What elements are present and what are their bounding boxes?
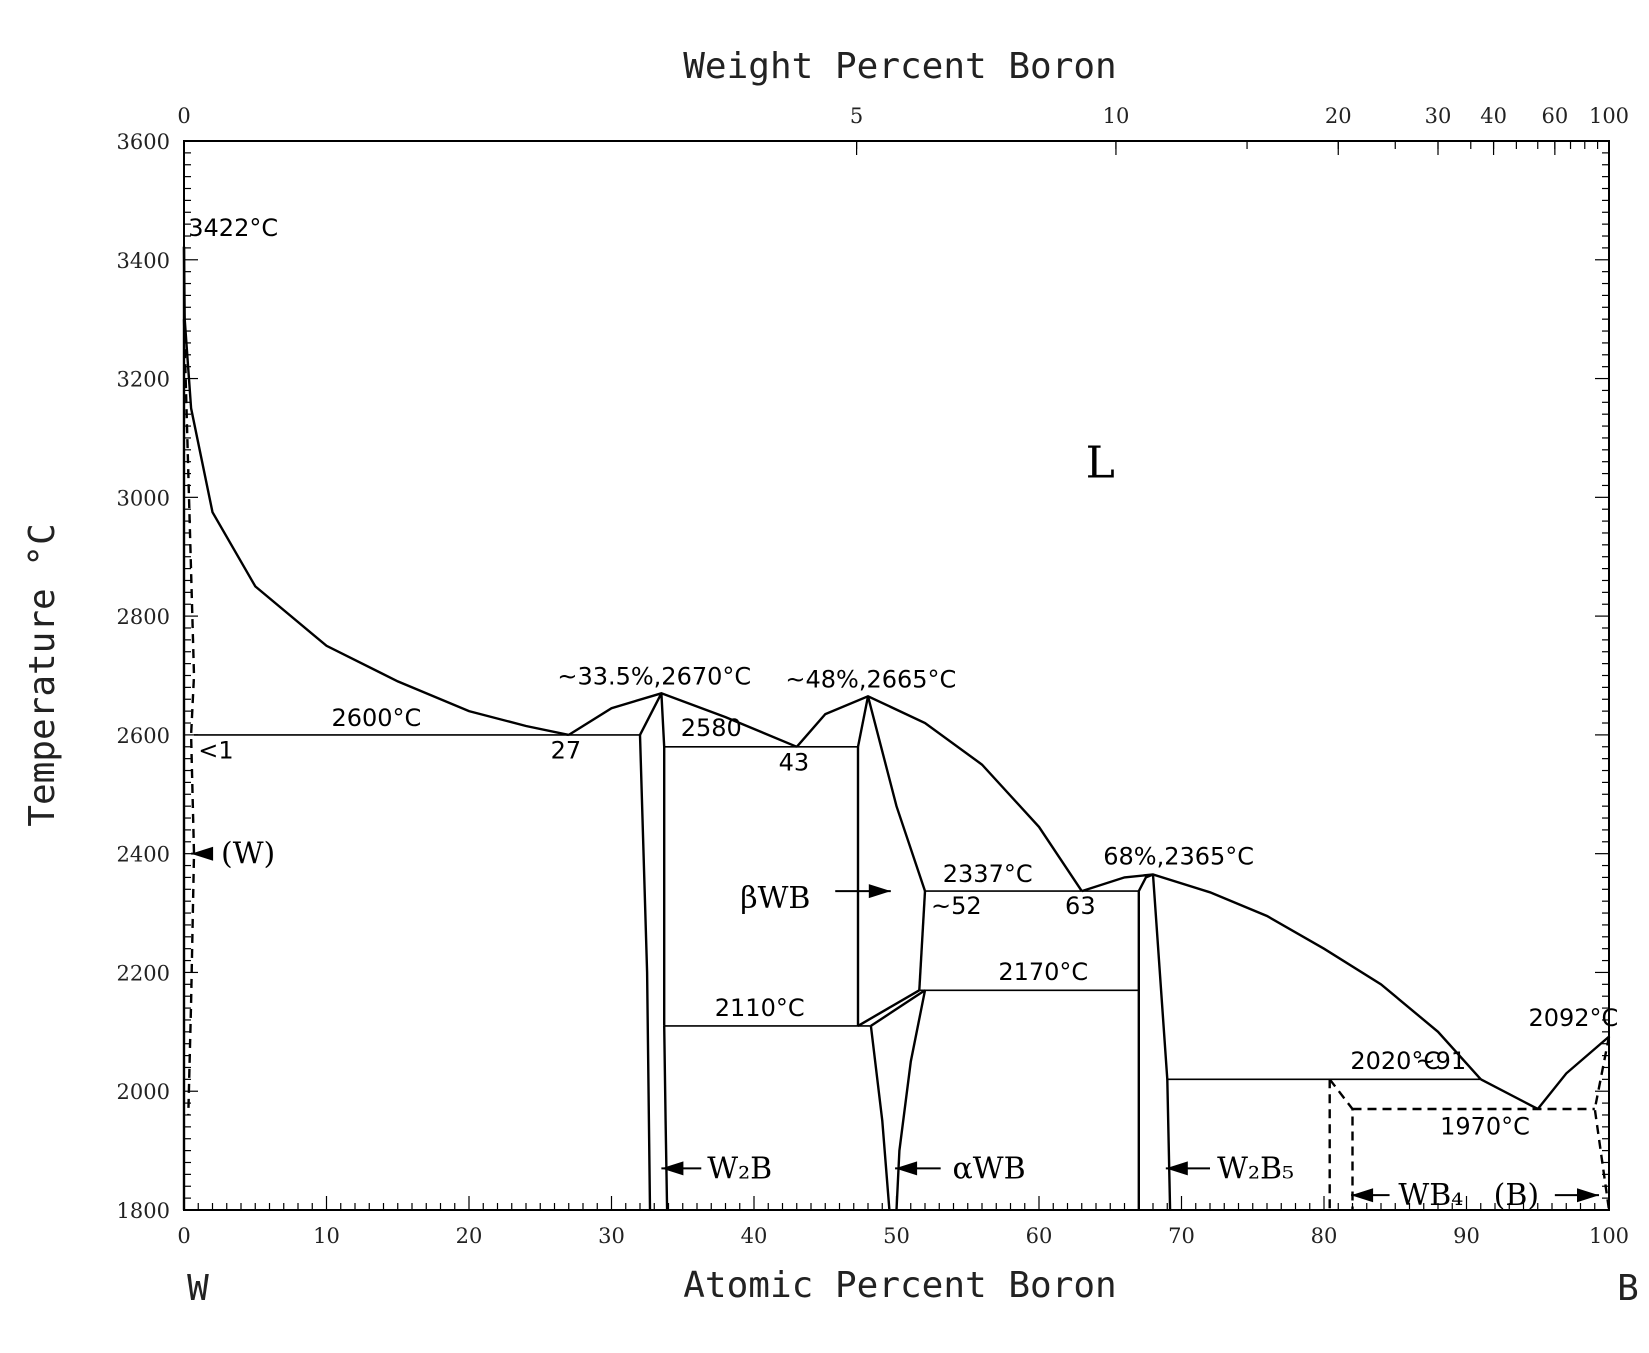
phase-boundary-line [895, 990, 927, 1211]
x-tick-label: 50 [883, 1224, 910, 1248]
x-tick-label: 90 [1453, 1224, 1480, 1248]
arrow-head [191, 846, 214, 861]
phase-boundary-line [857, 989, 920, 1027]
arrow-head [1577, 1188, 1599, 1203]
phase-boundary-line [638, 692, 663, 736]
phase-boundary-line [795, 694, 1083, 892]
phase-boundary-line [870, 989, 926, 1027]
phase-label: W₂B [707, 1151, 772, 1186]
y-tick-label: 2200 [117, 961, 170, 985]
phase-boundary-line [638, 734, 652, 1211]
phase-boundary-line [182, 246, 570, 737]
phase-label: βWB [740, 881, 810, 916]
labels-layer: 3422°C 2600°C <1 27 ~33.5%,2670°C 2580 43 ~48%,… [188, 214, 1618, 1213]
phase-label: (W) [221, 837, 275, 872]
point-annotation: 27 [551, 737, 582, 765]
point-annotation: ~33.5%,2670°C [557, 662, 751, 690]
x2-tick-label: 100 [1589, 104, 1629, 128]
x2-tick-label: 10 [1103, 104, 1130, 128]
x-tick-label: 10 [313, 1224, 340, 1248]
arrow-head [895, 1161, 918, 1176]
point-annotation: ~91 [1416, 1047, 1467, 1075]
x2-axis-title: Weight Percent Boron [683, 46, 1116, 87]
phase-label: L [1086, 438, 1115, 489]
dashed-boundary-line [1593, 1036, 1611, 1211]
point-annotation: 2580 [681, 714, 742, 742]
ticks-layer: 0 10 20 30 40 50 60 70 80 90 100 0 5 10 20 30 40 60 100 180… [117, 104, 1630, 1248]
arrow-head [868, 884, 891, 899]
y-tick-label: 3400 [117, 249, 170, 273]
point-annotation: ~52 [931, 892, 982, 920]
point-annotation: 2170°C [998, 958, 1088, 986]
phase-boundary-line [918, 891, 927, 991]
y-tick-label: 2000 [117, 1080, 170, 1104]
point-annotation: 43 [779, 749, 810, 777]
dashed-boundary-line [1328, 1078, 1354, 1210]
x2-tick-label: 30 [1425, 104, 1452, 128]
phase-label: (B) [1494, 1178, 1539, 1213]
y-tick-label: 1800 [117, 1199, 170, 1223]
phase-boundary-line [866, 695, 927, 892]
phase-label: W₂B₅ [1217, 1151, 1294, 1186]
y-axis-title: Temperature °C [22, 523, 63, 826]
x-tick-label: 60 [1026, 1224, 1053, 1248]
phase-boundary-line [856, 696, 870, 748]
phase-boundary-line [869, 1025, 891, 1211]
point-annotation: 68%,2365°C [1103, 842, 1254, 870]
x2-tick-label: 5 [850, 104, 863, 128]
point-annotation: 2020°C [1350, 1047, 1440, 1075]
phase-boundary-line [663, 1025, 669, 1211]
point-annotation: 2110°C [715, 994, 805, 1022]
phase-boundary-line [1536, 1035, 1610, 1110]
point-annotation: 1970°C [1440, 1113, 1530, 1141]
phase-boundary-line [1081, 873, 1482, 1081]
x-tick-label: 0 [177, 1224, 190, 1248]
x2-tick-label: 40 [1480, 104, 1507, 128]
arrow-head [1351, 1188, 1374, 1203]
x-tick-label: 80 [1311, 1224, 1338, 1248]
point-annotation: ~48%,2665°C [785, 665, 956, 693]
point-annotation: 2337°C [943, 860, 1033, 888]
y-tick-label: 2600 [117, 724, 170, 748]
phase-label: WB₄ [1398, 1178, 1463, 1213]
point-annotation: <1 [198, 737, 233, 765]
end-label-right: B [1617, 1268, 1639, 1309]
arrow-head [661, 1161, 684, 1176]
point-annotation: 63 [1065, 892, 1096, 920]
end-label-left: W [187, 1268, 209, 1309]
x2-tick-label: 60 [1541, 104, 1568, 128]
phase-label: αWB [953, 1151, 1026, 1186]
x-tick-label: 100 [1589, 1224, 1629, 1248]
x-tick-label: 70 [1168, 1224, 1195, 1248]
y-tick-label: 2400 [117, 843, 170, 867]
phase-boundary-line [660, 693, 666, 1026]
y-tick-label: 3600 [117, 130, 170, 154]
curves-layer [182, 246, 1611, 1211]
point-annotation: 3422°C [188, 214, 278, 242]
phase-boundary-line [1480, 1078, 1539, 1111]
x-tick-label: 20 [456, 1224, 483, 1248]
point-annotation: 2092°C [1528, 1004, 1618, 1032]
x-tick-label: 30 [598, 1224, 625, 1248]
x2-tick-label: 0 [177, 104, 190, 128]
phase-boundary-line [1151, 874, 1172, 1211]
y-tick-label: 2800 [117, 605, 170, 629]
y-tick-label: 3200 [117, 368, 170, 392]
point-annotation: 2600°C [331, 704, 421, 732]
x2-tick-label: 20 [1325, 104, 1352, 128]
phase-boundary-line [1137, 873, 1154, 892]
y-tick-label: 3000 [117, 486, 170, 510]
x-tick-label: 40 [741, 1224, 768, 1248]
arrow-head [1165, 1161, 1188, 1176]
x-axis-title: Atomic Percent Boron [683, 1265, 1116, 1306]
